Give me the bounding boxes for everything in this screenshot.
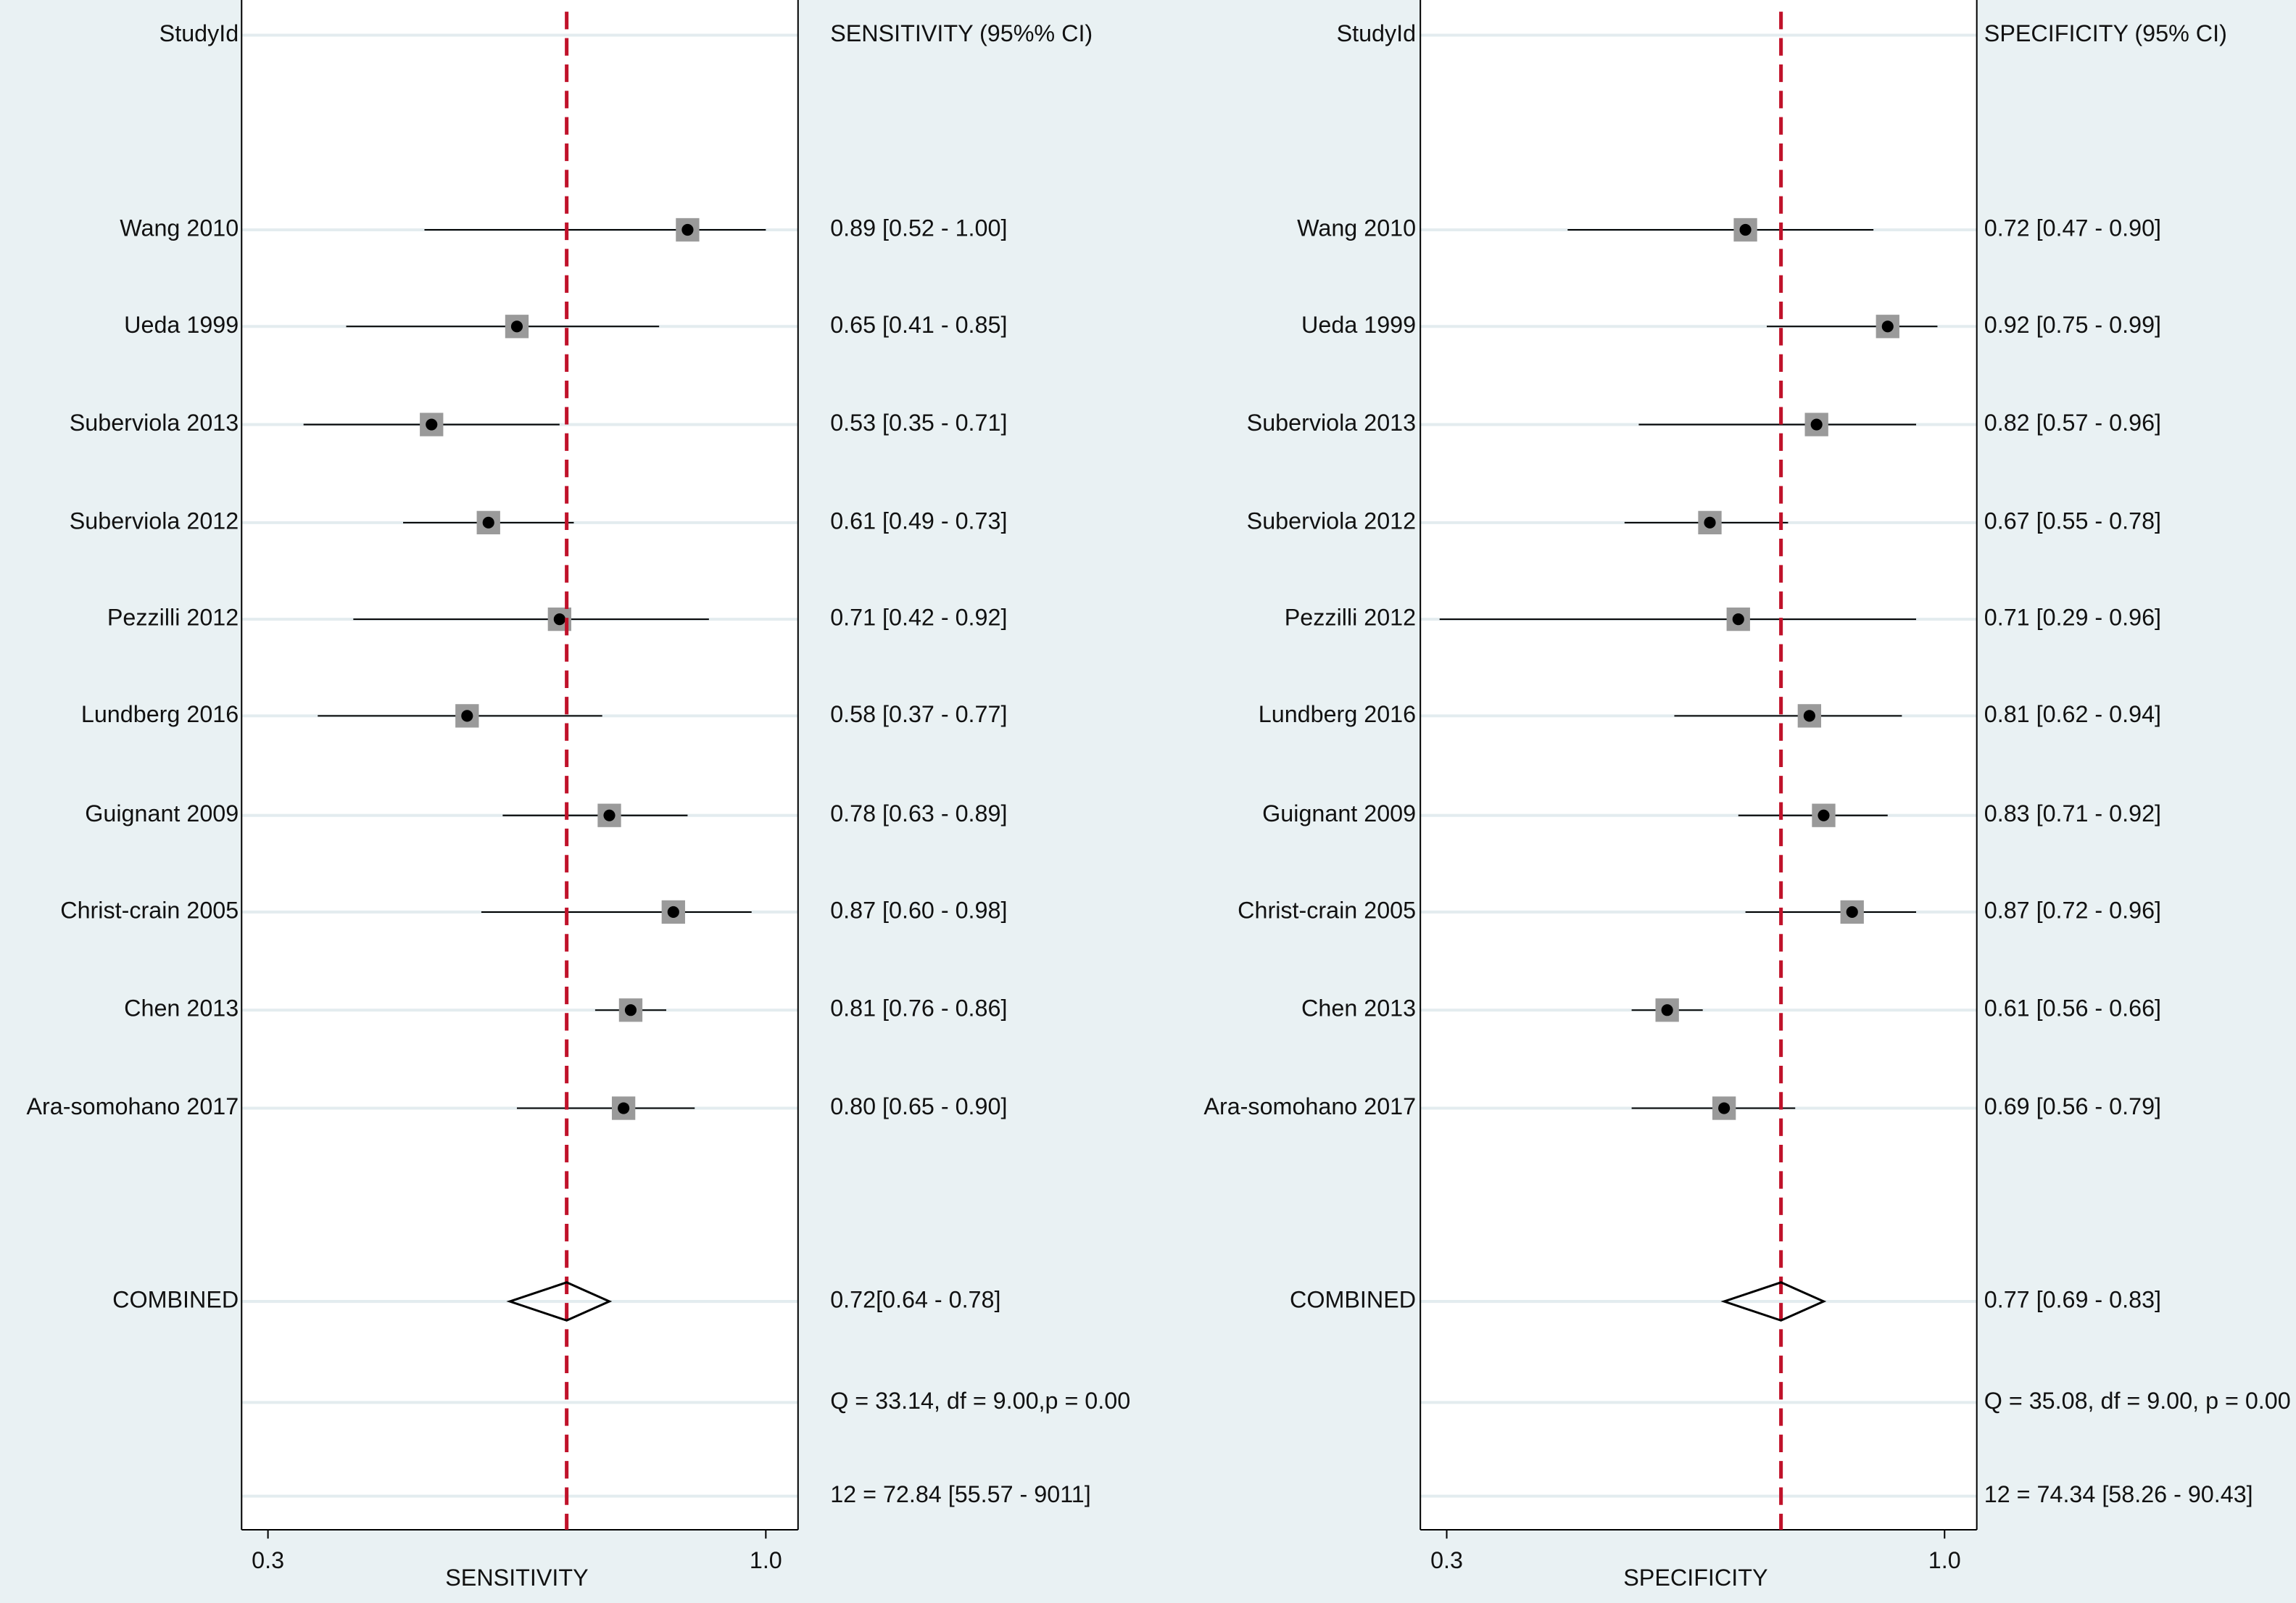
- value-label: 0.92 [0.75 - 0.99]: [1984, 312, 2161, 338]
- heterogeneity-stat: Q = 33.14, df = 9.00,p = 0.00: [830, 1388, 1130, 1414]
- study-name: Suberviola 2012: [70, 508, 239, 534]
- study-name: Suberviola 2013: [70, 410, 239, 436]
- x-axis-label: SENSITIVITY: [445, 1565, 588, 1591]
- point-estimate: [1810, 418, 1823, 431]
- plot-area: [241, 0, 798, 1530]
- heterogeneity-stat: Q = 35.08, df = 9.00, p = 0.00: [1984, 1388, 2291, 1414]
- value-label: 0.53 [0.35 - 0.71]: [830, 410, 1007, 436]
- value-label: 0.69 [0.56 - 0.79]: [1984, 1093, 2161, 1119]
- point-estimate: [1718, 1102, 1731, 1114]
- study-name: Wang 2010: [1297, 215, 1416, 241]
- study-name: Chen 2013: [124, 995, 239, 1022]
- point-estimate: [482, 516, 494, 529]
- study-name: Christ-crain 2005: [60, 897, 239, 923]
- point-estimate: [1818, 809, 1830, 821]
- study-name: Ara-somohano 2017: [27, 1093, 239, 1119]
- x-axis-label: SPECIFICITY: [1623, 1565, 1767, 1591]
- value-label: 0.81 [0.62 - 0.94]: [1984, 701, 2161, 727]
- combined-value-label: 0.77 [0.69 - 0.83]: [1984, 1287, 2161, 1313]
- point-estimate: [1704, 516, 1716, 529]
- point-estimate: [461, 710, 473, 722]
- study-name: Lundberg 2016: [81, 701, 239, 727]
- value-label: 0.67 [0.55 - 0.78]: [1984, 508, 2161, 534]
- value-label: 0.81 [0.76 - 0.86]: [830, 995, 1007, 1022]
- value-label: 0.87 [0.60 - 0.98]: [830, 897, 1007, 923]
- value-label: 0.71 [0.42 - 0.92]: [830, 605, 1007, 631]
- x-tick-label: 1.0: [1928, 1547, 1961, 1573]
- study-name: Suberviola 2012: [1247, 508, 1416, 534]
- study-name: Christ-crain 2005: [1238, 897, 1416, 923]
- value-label: 0.87 [0.72 - 0.96]: [1984, 897, 2161, 923]
- study-name: Chen 2013: [1301, 995, 1416, 1022]
- combined-label: COMBINED: [1290, 1287, 1416, 1313]
- point-estimate: [681, 223, 694, 236]
- value-label: 0.82 [0.57 - 0.96]: [1984, 410, 2161, 436]
- x-tick-label: 0.3: [252, 1547, 284, 1573]
- value-label: 0.80 [0.65 - 0.90]: [830, 1093, 1007, 1119]
- value-label: 0.61 [0.56 - 0.66]: [1984, 995, 2161, 1022]
- row-header: StudyId: [1337, 20, 1417, 46]
- column-header: SENSITIVITY (95%% CI): [830, 20, 1093, 46]
- heterogeneity-stat: 12 = 74.34 [58.26 - 90.43]: [1984, 1481, 2253, 1507]
- study-name: Ara-somohano 2017: [1203, 1093, 1416, 1119]
- x-tick-label: 1.0: [750, 1547, 782, 1573]
- value-label: 0.78 [0.63 - 0.89]: [830, 800, 1007, 827]
- point-estimate: [1846, 906, 1858, 919]
- study-name: Guignant 2009: [1262, 800, 1416, 827]
- column-header: SPECIFICITY (95% CI): [1984, 20, 2227, 46]
- value-label: 0.72 [0.47 - 0.90]: [1984, 215, 2161, 241]
- study-name: Suberviola 2013: [1247, 410, 1416, 436]
- value-label: 0.58 [0.37 - 0.77]: [830, 701, 1007, 727]
- study-name: Wang 2010: [120, 215, 239, 241]
- combined-diamond: [1720, 1281, 1827, 1322]
- study-name: Lundberg 2016: [1259, 701, 1416, 727]
- value-label: 0.71 [0.29 - 0.96]: [1984, 605, 2161, 631]
- heterogeneity-stat: 12 = 72.84 [55.57 - 9011]: [830, 1481, 1091, 1507]
- row-header: StudyId: [159, 20, 239, 46]
- combined-diamond: [506, 1281, 613, 1322]
- value-label: 0.65 [0.41 - 0.85]: [830, 312, 1007, 338]
- study-name: Pezzilli 2012: [1285, 605, 1416, 631]
- value-label: 0.61 [0.49 - 0.73]: [830, 508, 1007, 534]
- point-estimate: [1803, 710, 1815, 722]
- point-estimate: [426, 418, 438, 431]
- combined-label: COMBINED: [112, 1287, 239, 1313]
- x-tick-label: 0.3: [1430, 1547, 1463, 1573]
- point-estimate: [553, 613, 565, 626]
- point-estimate: [1881, 320, 1894, 333]
- point-estimate: [603, 809, 616, 821]
- study-name: Ueda 1999: [124, 312, 239, 338]
- point-estimate: [1732, 613, 1744, 626]
- study-name: Pezzilli 2012: [107, 605, 239, 631]
- combined-value-label: 0.72[0.64 - 0.78]: [830, 1287, 1000, 1313]
- value-label: 0.89 [0.52 - 1.00]: [830, 215, 1007, 241]
- study-name: Guignant 2009: [85, 800, 239, 827]
- plot-area: [1420, 0, 1977, 1530]
- study-name: Ueda 1999: [1301, 312, 1416, 338]
- point-estimate: [618, 1102, 630, 1114]
- point-estimate: [624, 1004, 637, 1016]
- point-estimate: [667, 906, 679, 919]
- point-estimate: [510, 320, 523, 333]
- point-estimate: [1739, 223, 1752, 236]
- point-estimate: [1661, 1004, 1673, 1016]
- value-label: 0.83 [0.71 - 0.92]: [1984, 800, 2161, 827]
